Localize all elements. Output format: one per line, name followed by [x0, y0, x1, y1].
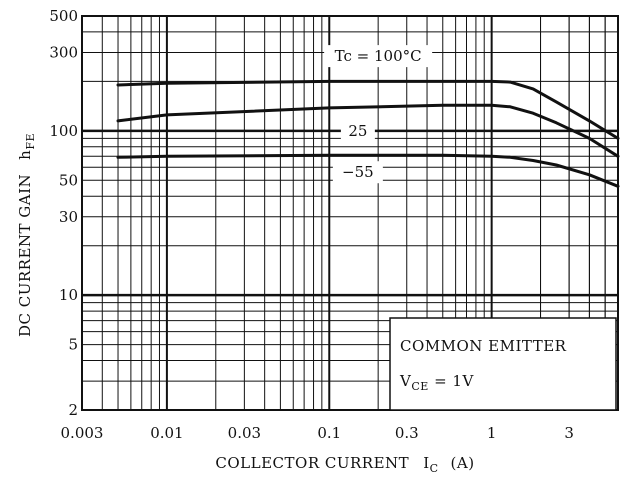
curve-label-bg	[332, 161, 383, 184]
curve-label: 25	[348, 122, 367, 140]
chart-curves	[116, 79, 620, 188]
x-tick-label: 0.003	[61, 424, 104, 442]
common-emitter-label: COMMON EMITTER	[400, 337, 567, 355]
series-line	[116, 153, 620, 188]
y-tick-label: 300	[49, 43, 78, 61]
x-tick-label: 0.1	[317, 424, 341, 442]
y-tick-label: 2	[68, 401, 78, 419]
y-axis-title: DC CURRENT GAINhFE	[16, 133, 37, 337]
y-tick-label: 5	[68, 336, 78, 354]
x-tick-label: 0.01	[150, 424, 183, 442]
y-tick-label: 10	[59, 286, 78, 304]
x-axis-title: COLLECTOR CURRENT IC (A)	[215, 454, 474, 475]
series-line	[116, 103, 620, 158]
x-tick-label: 0.3	[395, 424, 419, 442]
plot-frame	[81, 15, 619, 411]
series-line	[116, 79, 620, 140]
x-tick-label: 0.03	[228, 424, 261, 442]
y-tick-label: 100	[49, 122, 78, 140]
common-emitter-box: COMMON EMITTER VCE = 1V	[389, 317, 617, 411]
x-tick-label: 3	[564, 424, 574, 442]
chart-labels: Tc = 100°C 25 −55	[324, 45, 433, 184]
curve-label: Tc = 100°C	[335, 47, 422, 65]
x-tick-label: 1	[487, 424, 497, 442]
y-tick-label: 30	[59, 208, 78, 226]
curve-label: −55	[342, 163, 374, 181]
curve-label-bg	[324, 45, 433, 68]
curve-label-bg	[340, 119, 375, 142]
y-tick-label: 50	[59, 171, 78, 189]
vce-condition-label: VCE = 1V	[399, 372, 474, 393]
y-tick-label: 500	[49, 7, 78, 25]
